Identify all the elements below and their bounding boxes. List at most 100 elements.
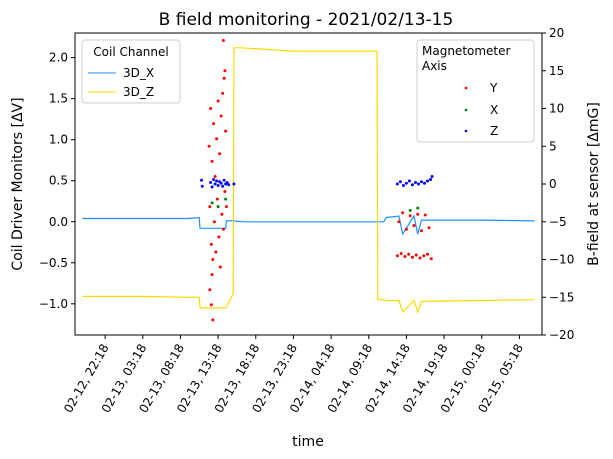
series-point-y — [412, 224, 416, 228]
right-tick-label: 20 — [549, 26, 564, 40]
series-point-z — [215, 179, 219, 183]
right-axis-label: B-field at sensor [ΔmG] — [586, 102, 602, 266]
series-point-x — [416, 206, 420, 210]
series-point-y — [429, 257, 433, 261]
series-point-y — [408, 214, 412, 218]
series-point-y — [407, 252, 411, 256]
legend-label-z: Z — [490, 124, 498, 138]
series-point-y — [211, 318, 215, 322]
series-point-y — [404, 227, 408, 231]
series-point-x — [216, 205, 220, 209]
series-point-z — [416, 182, 420, 186]
series-point-y — [414, 253, 418, 257]
legend-coil-title: Coil Channel — [93, 45, 168, 59]
series-point-z — [213, 182, 217, 186]
series-point-z — [210, 185, 214, 189]
series-point-z — [219, 181, 223, 185]
series-point-y — [220, 212, 224, 216]
series-point-y — [418, 256, 422, 260]
right-tick-label: −20 — [549, 328, 574, 342]
right-tick-label: 5 — [549, 139, 557, 153]
series-point-y — [219, 114, 223, 118]
series-point-y — [216, 99, 220, 103]
legend-marker-y — [464, 86, 468, 90]
series-point-y — [207, 144, 211, 148]
legend-marker-z — [464, 129, 468, 133]
series-point-y — [423, 213, 427, 217]
series-point-y — [214, 250, 218, 254]
series-point-z — [222, 178, 226, 182]
series-point-y — [211, 258, 215, 261]
series-point-x — [408, 208, 412, 212]
series-point-y — [217, 235, 221, 239]
left-axis-label: Coil Driver Monitors [ΔV] — [10, 97, 26, 270]
series-point-z — [413, 180, 417, 184]
series-point-z — [426, 179, 430, 183]
left-tick-label: 0.5 — [49, 174, 68, 188]
series-point-z — [419, 180, 423, 184]
legend-mag-title-line1: Magnetometer — [422, 44, 511, 58]
x-axis-label: time — [292, 434, 324, 450]
series-point-y — [410, 255, 414, 259]
series-point-x — [210, 201, 214, 205]
legend-label-3d-z: 3D_Z — [123, 85, 154, 99]
series-point-z — [422, 181, 426, 185]
series-point-y — [221, 91, 225, 95]
legend-coil-channel: Coil Channel 3D_X 3D_Z — [81, 39, 181, 104]
series-point-z — [227, 183, 231, 187]
series-point-y — [426, 252, 430, 256]
series-point-y — [209, 303, 213, 307]
series-point-y — [221, 39, 225, 43]
series-point-z — [212, 177, 216, 181]
series-point-y — [416, 212, 420, 216]
legend-mag-title-line2: Axis — [422, 59, 447, 73]
series-point-y — [223, 69, 227, 73]
series-point-z — [232, 182, 236, 186]
series-point-z — [429, 177, 433, 181]
series-line-3d-x — [82, 214, 535, 236]
series-point-y — [212, 220, 216, 224]
series-point-z — [200, 184, 204, 188]
series-point-z — [209, 180, 213, 184]
legend-marker-x — [464, 108, 468, 112]
right-tick-label: 15 — [549, 64, 564, 78]
series-point-z — [395, 182, 399, 186]
legend-label-x: X — [490, 103, 498, 117]
series-point-y — [422, 254, 426, 258]
series-point-y — [208, 205, 212, 209]
left-tick-label: 1.0 — [49, 133, 68, 147]
series-point-y — [215, 197, 219, 201]
left-tick-label: −0.5 — [39, 256, 68, 270]
chart-title: B field monitoring - 2021/02/13-15 — [159, 10, 454, 30]
series-point-y — [397, 220, 401, 224]
series-layer — [82, 39, 535, 322]
series-point-z — [200, 178, 204, 182]
left-tick-label: 2.0 — [49, 51, 68, 65]
series-point-y — [208, 288, 212, 292]
right-tick-label: −5 — [549, 215, 567, 229]
series-point-y — [224, 205, 228, 209]
right-tick-label: 0 — [549, 177, 557, 191]
series-point-y — [427, 226, 431, 230]
left-tick-label: 0.0 — [49, 215, 68, 229]
series-point-y — [395, 254, 399, 258]
series-point-z — [404, 181, 408, 185]
series-point-y — [210, 273, 214, 277]
series-point-y — [209, 107, 213, 110]
series-point-y — [221, 227, 225, 231]
series-point-y — [209, 242, 213, 246]
series-point-y — [215, 137, 219, 141]
series-point-z — [221, 184, 225, 188]
series-point-y — [213, 174, 217, 178]
series-point-z — [410, 183, 414, 187]
right-tick-label: 10 — [549, 102, 564, 116]
series-point-z — [407, 179, 411, 183]
series-point-y — [399, 251, 403, 255]
series-line-3d-z — [82, 47, 535, 314]
series-point-z — [225, 180, 229, 184]
series-point-z — [398, 180, 402, 184]
series-point-z — [430, 174, 434, 178]
legend-label-3d-x: 3D_X — [123, 66, 154, 80]
